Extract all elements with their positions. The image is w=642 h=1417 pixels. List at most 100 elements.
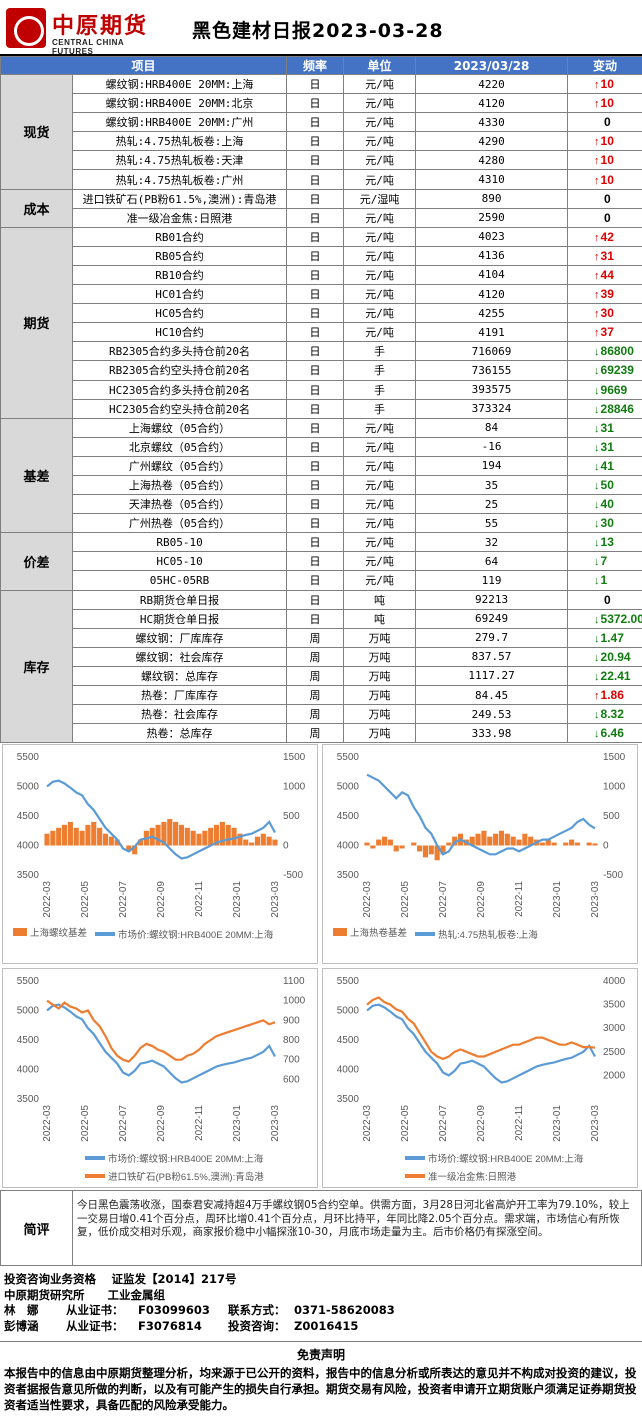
frequency-cell: 日 (286, 379, 345, 400)
item-cell: 热轧:4.75热轧板卷:上海 (71, 131, 288, 152)
basis-bar (434, 845, 440, 861)
change-cell: ↑39 (567, 284, 642, 305)
frequency-cell: 日 (286, 341, 345, 362)
basis-bar (184, 827, 190, 846)
basis-bar (504, 833, 510, 846)
table-row: 现货 螺纹钢:HRB400E 20MM:上海日元/吨 4220 ↑10 (0, 73, 642, 190)
x-tick-label: 2022-07 (118, 1105, 129, 1142)
legend-label: 市场价:螺纹钢:HRB400E 20MM:上海 (428, 1154, 584, 1165)
y-right-tick-label: 4000 (603, 976, 626, 987)
arrow-up-icon: ↑ (594, 231, 600, 244)
frequency-cell: 日 (286, 264, 345, 286)
change-cell: ↑10 (567, 169, 642, 190)
frequency-cell: 日 (286, 150, 345, 171)
item-cell: HC2305合约空头持仓前20名 (71, 398, 288, 419)
change-value: 10 (600, 134, 614, 149)
legend-label: 准一级冶金焦:日照港 (428, 1172, 517, 1183)
value-cell: 333.98 (415, 723, 569, 744)
change-cell: ↑10 (567, 131, 642, 152)
analyst-info: 投资咨询业务资格 证监发【2014】217号 中原期货研究所 工业金属组 林 娜… (4, 1272, 640, 1334)
unit-cell: 元/吨 (343, 303, 417, 324)
commentary-box: 简评 今日黑色震荡收涨，国泰君安减持超4万手螺纹钢05合约空单。供需方面，3月2… (0, 1190, 642, 1266)
basis-bar (167, 818, 173, 846)
basis-bar (155, 824, 161, 846)
unit-cell: 元/吨 (343, 169, 417, 190)
y-right-tick-label: 600 (283, 1074, 300, 1085)
frequency-cell: 周 (286, 684, 345, 706)
basis-bar (428, 845, 434, 855)
value-cell: 4120 (415, 93, 569, 114)
y-left-tick-label: 4000 (337, 841, 360, 852)
change-value: 1.47 (600, 630, 624, 645)
change-cell: ↓5372.00 (567, 608, 642, 629)
x-tick-label: 2023-03 (590, 1105, 601, 1142)
item-cell: 广州热卷（05合约） (71, 513, 288, 534)
table-row: RB10合约日元/吨 4104 ↑44 (1, 264, 642, 286)
y-left-tick-label: 5500 (337, 976, 360, 987)
value-cell: 890 (415, 188, 569, 209)
table-row: 成本 进口铁矿石(PB粉61.5%,澳洲):青岛港日元/湿吨 890 0 (0, 188, 642, 228)
legend-swatch (85, 1156, 105, 1160)
change-cell: ↓1 (567, 570, 642, 591)
basis-bar (97, 827, 103, 846)
x-tick-label: 2023-01 (232, 1105, 243, 1142)
arrow-down-icon: ↓ (594, 518, 600, 531)
change-cell: ↓20.94 (567, 646, 642, 667)
x-tick-label: 2022-07 (438, 881, 449, 918)
item-cell: RB10合约 (71, 264, 288, 286)
cert-label: 从业证书： (66, 1303, 124, 1317)
change-cell: ↓41 (567, 455, 642, 476)
legend-swatch (405, 1156, 425, 1160)
arrow-down-icon: ↓ (594, 728, 600, 741)
change-value: 10 (600, 153, 614, 168)
value-cell: 25 (415, 494, 569, 515)
x-tick-label: 2022-11 (194, 1105, 205, 1141)
change-value: 69239 (600, 363, 634, 378)
table-row: 热卷：总库存周万吨 333.98 ↓6.46 (1, 723, 642, 744)
frequency-cell: 周 (286, 665, 345, 687)
x-tick-label: 2022-03 (362, 881, 373, 918)
institute-line: 中原期货研究所 工业金属组 (4, 1287, 165, 1302)
item-cell: 螺纹钢：社会库存 (71, 646, 288, 667)
frequency-cell: 周 (286, 704, 345, 725)
change-cell: ↓31 (567, 436, 642, 457)
x-tick-label: 2022-09 (156, 1105, 167, 1142)
frequency-cell: 周 (286, 723, 345, 744)
item-cell: 天津热卷（05合约） (71, 494, 288, 515)
column-header-date: 2023/03/28 (415, 56, 569, 75)
consult-value: Z0016415 (294, 1318, 359, 1333)
change-cell: ↑30 (567, 303, 642, 324)
x-tick-label: 2022-03 (42, 881, 53, 918)
legend-item: 上海热卷基差 (333, 925, 407, 939)
item-cell: 螺纹钢：厂库库存 (71, 627, 288, 648)
basis-bar (102, 833, 109, 846)
frequency-cell: 日 (286, 398, 345, 419)
value-cell: 35 (415, 474, 569, 496)
table-row: 螺纹钢：社会库存周万吨 837.57 ↓20.94 (1, 646, 642, 667)
unit-cell: 元/吨 (343, 73, 417, 95)
basis-bar (545, 839, 551, 846)
cert-number: F03099603 (138, 1303, 210, 1317)
y-left-tick-label: 3500 (17, 1094, 40, 1105)
chart-legend: 上海螺纹基差 市场价:螺纹钢:HRB400E 20MM:上海 (3, 925, 317, 941)
y-left-tick-label: 4000 (337, 1065, 360, 1076)
frequency-cell: 周 (286, 627, 345, 648)
basis-bar (132, 845, 138, 855)
value-cell: 69249 (415, 608, 569, 629)
item-cell: RB01合约 (71, 226, 288, 247)
arrow-down-icon: ↓ (594, 556, 600, 569)
change-cell: ↑42 (567, 226, 642, 247)
y-left-tick-label: 3500 (337, 1094, 360, 1105)
change-cell: ↓1.47 (567, 627, 642, 648)
basis-bar (237, 833, 243, 846)
market-data-table: 项目 频率 单位 2023/03/28 变动 现货 螺纹钢:HRB400E 20M… (0, 56, 642, 744)
arrow-down-icon: ↓ (594, 632, 600, 645)
value-cell: 2590 (415, 207, 569, 228)
unit-cell: 万吨 (343, 684, 417, 706)
chart-hrc-basis: 3500 4000 4500 5000 5500 -500 0 500 1000 1500 2022… (322, 744, 638, 964)
change-value: 86800 (600, 344, 634, 359)
arrow-up-icon: ↑ (594, 79, 600, 92)
arrow-down-icon: ↓ (594, 365, 600, 378)
change-value: 8.32 (600, 707, 624, 722)
change-cell: ↓9669 (567, 379, 642, 400)
